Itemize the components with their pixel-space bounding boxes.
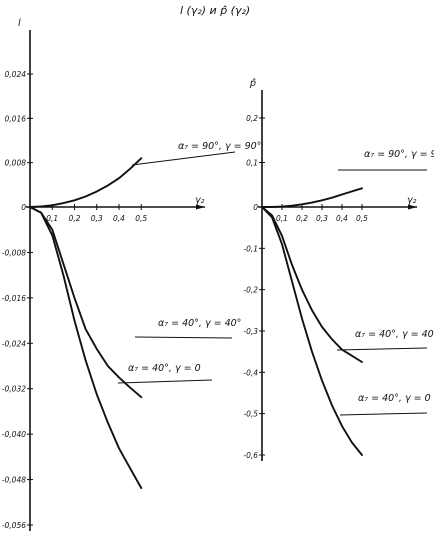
series-label: α₇ = 40°, γ = 0	[128, 363, 201, 374]
x-tick-label: 0,4	[336, 214, 348, 223]
series-leader-line	[339, 412, 428, 416]
y-tick-label: 0,024	[5, 70, 27, 79]
series-leader-line	[134, 336, 233, 339]
y-tick-label: -0,016	[2, 294, 26, 303]
y-tick-label: -0,024	[2, 339, 26, 348]
series-label: α₇ = 40°, γ = 0	[358, 393, 431, 404]
x-tick-label: 0,1	[46, 214, 58, 223]
series-leader-line	[336, 347, 428, 351]
series-leader-line	[131, 151, 236, 166]
chart-right: p̂ γ₂ 0,2 0,1 0 -0,1 -0,2 -0,3 -0,4 -0,5 -0,6 0,1 0,…	[243, 78, 434, 461]
x-tick-label: 0,4	[113, 214, 125, 223]
x-tick-label: 0,5	[356, 214, 368, 223]
y-tick-label: -0,2	[243, 286, 258, 295]
x-axis-label: γ₂	[195, 195, 205, 206]
y-axis-label: l	[18, 18, 21, 29]
y-tick-label: 0	[253, 203, 258, 212]
y-tick-label: -0,032	[2, 385, 26, 394]
series-label: α₇ = 90°, γ = 90°	[364, 149, 434, 160]
figure-title: l (γ₂) и p̂ (γ₂)	[180, 4, 250, 17]
x-axis-label: γ₂	[407, 195, 417, 206]
x-tick-label: 0,2	[69, 214, 81, 223]
y-tick-label: -0,056	[2, 521, 26, 530]
x-tick-label: 0,1	[276, 214, 288, 223]
x-tick-label: 0,3	[316, 214, 328, 223]
series-line	[261, 206, 363, 456]
x-axis-arrow	[408, 204, 417, 210]
series-label: α₇ = 90°, γ = 90°	[178, 141, 261, 152]
y-tick-label: 0,1	[246, 159, 258, 168]
series-leader-line	[117, 379, 213, 384]
y-tick-label: -0,6	[243, 451, 258, 460]
y-tick-label: 0,008	[5, 159, 27, 168]
y-axis-label: p̂	[249, 78, 256, 89]
y-tick-label: 0	[21, 203, 26, 212]
x-axis-arrow	[196, 204, 205, 210]
x-tick-label: 0,2	[296, 214, 308, 223]
series-line	[29, 206, 143, 490]
y-tick-label: -0,4	[243, 368, 258, 377]
x-tick-label: 0,3	[91, 214, 103, 223]
series-label: α₇ = 40°, γ = 40°	[158, 318, 241, 329]
y-tick-label: -0,3	[243, 327, 258, 336]
series-label: α₇ = 40°, γ = 40°	[355, 329, 434, 340]
series-line	[29, 157, 143, 208]
y-tick-label: -0,048	[2, 476, 26, 485]
series-line	[261, 206, 363, 363]
y-tick-label: -0,1	[243, 244, 258, 253]
y-tick-label: 0,2	[246, 114, 258, 123]
chart-left: l γ₂ 0,024 0,016 0,008 0 -0,008 -0,016 -0,024 -0,…	[2, 18, 261, 531]
series-line	[29, 206, 143, 399]
y-tick-label: 0,016	[5, 114, 27, 123]
series-line	[261, 187, 363, 208]
y-tick-label: -0,008	[2, 248, 26, 257]
y-tick-label: -0,040	[2, 430, 26, 439]
y-tick-label: -0,5	[243, 410, 258, 419]
x-tick-label: 0,5	[135, 214, 147, 223]
